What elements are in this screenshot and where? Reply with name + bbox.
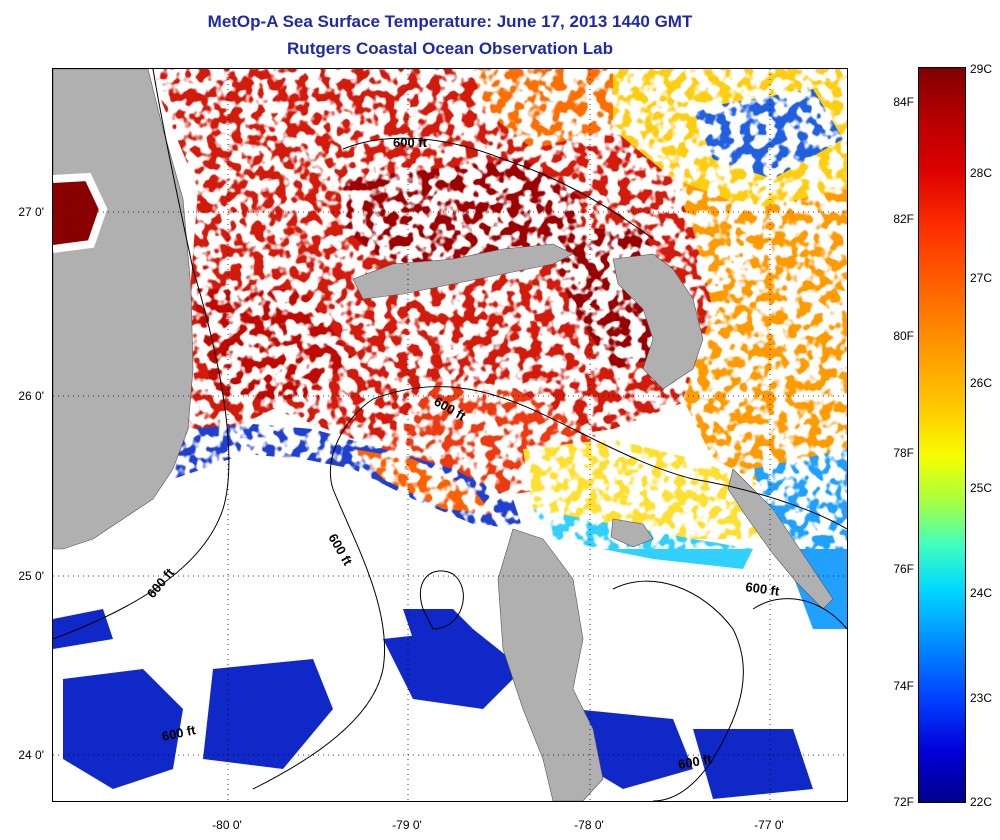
colorbar-label-23c: 23C (970, 691, 993, 705)
colorbar-label-24c: 24C (970, 586, 993, 600)
new-providence (610, 518, 654, 548)
lon-label-80: -80 0' (212, 818, 242, 832)
colorbar-label-84f: 84F (893, 95, 914, 109)
colorbar-label-76f: 76F (893, 562, 914, 576)
contour-label-north: 600 ft (393, 135, 428, 150)
colorbar-label-74f: 74F (893, 679, 914, 693)
colorbar-label-22c: 22C (970, 795, 993, 809)
map-title: MetOp-A Sea Surface Temperature: June 17… (207, 12, 693, 31)
colorbar-label-26c: 26C (970, 376, 993, 390)
grand-bahama (352, 243, 574, 300)
lat-label-26: 26 0' (18, 389, 44, 403)
temperature-colorbar (918, 67, 966, 803)
colorbar-label-25c: 25C (970, 481, 993, 495)
lat-label-27: 27 0' (18, 205, 44, 219)
eleuthera (727, 468, 834, 610)
graticule (53, 69, 847, 801)
colorbar-label-27c: 27C (970, 271, 993, 285)
sst-map: 600 ft 600 ft 600 ft 600 ft 600 ft 600 f… (52, 68, 848, 802)
lon-label-77: -77 0' (754, 818, 784, 832)
colorbar-label-72f: 72F (893, 795, 914, 809)
colorbar-label-78f: 78F (893, 446, 914, 460)
lon-label-78: -78 0' (574, 818, 604, 832)
andros (497, 528, 604, 801)
colorbar-label-80f: 80F (893, 329, 914, 343)
colorbar-label-29c: 29C (970, 62, 993, 76)
colorbar-label-28c: 28C (970, 166, 993, 180)
contour-label-southeast: 600 ft (677, 751, 714, 772)
lake-okeechobee (53, 172, 108, 253)
contour-label-east: 600 ft (745, 579, 781, 599)
lat-label-24: 24 0' (18, 748, 44, 762)
abaco (612, 253, 704, 390)
isobath-contours (53, 69, 847, 801)
lat-label-25: 25 0' (18, 569, 44, 583)
sst-south-patches (53, 609, 813, 799)
map-subtitle: Rutgers Coastal Ocean Observation Lab (287, 39, 613, 58)
contour-label-southwest: 600 ft (161, 722, 198, 744)
lon-label-79: -79 0' (392, 818, 422, 832)
colorbar-label-82f: 82F (893, 212, 914, 226)
sst-map-canvas: 600 ft 600 ft 600 ft 600 ft 600 ft 600 f… (53, 69, 847, 801)
